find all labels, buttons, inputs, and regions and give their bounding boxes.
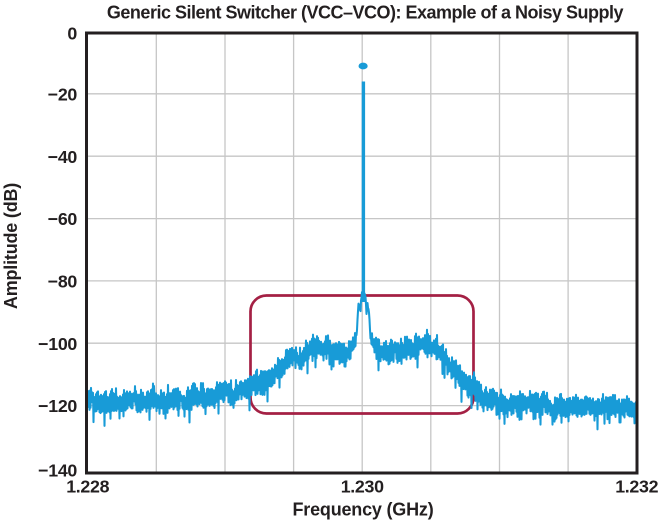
- svg-text:−40: −40: [48, 147, 78, 167]
- svg-text:Frequency (GHz): Frequency (GHz): [292, 499, 433, 519]
- svg-text:−120: −120: [38, 396, 77, 416]
- svg-text:1.228: 1.228: [66, 477, 109, 497]
- svg-text:1.230: 1.230: [341, 477, 384, 497]
- svg-text:−80: −80: [48, 272, 78, 292]
- svg-text:1.232: 1.232: [615, 477, 658, 497]
- svg-text:−20: −20: [48, 85, 78, 105]
- svg-text:−140: −140: [38, 460, 77, 480]
- svg-text:Amplitude (dB): Amplitude (dB): [1, 183, 21, 309]
- svg-text:−60: −60: [48, 209, 78, 229]
- svg-text:0: 0: [67, 24, 77, 44]
- svg-text:−100: −100: [38, 334, 77, 354]
- svg-text:Generic Silent Switcher (VCC–V: Generic Silent Switcher (VCC–VCO): Examp…: [107, 3, 624, 23]
